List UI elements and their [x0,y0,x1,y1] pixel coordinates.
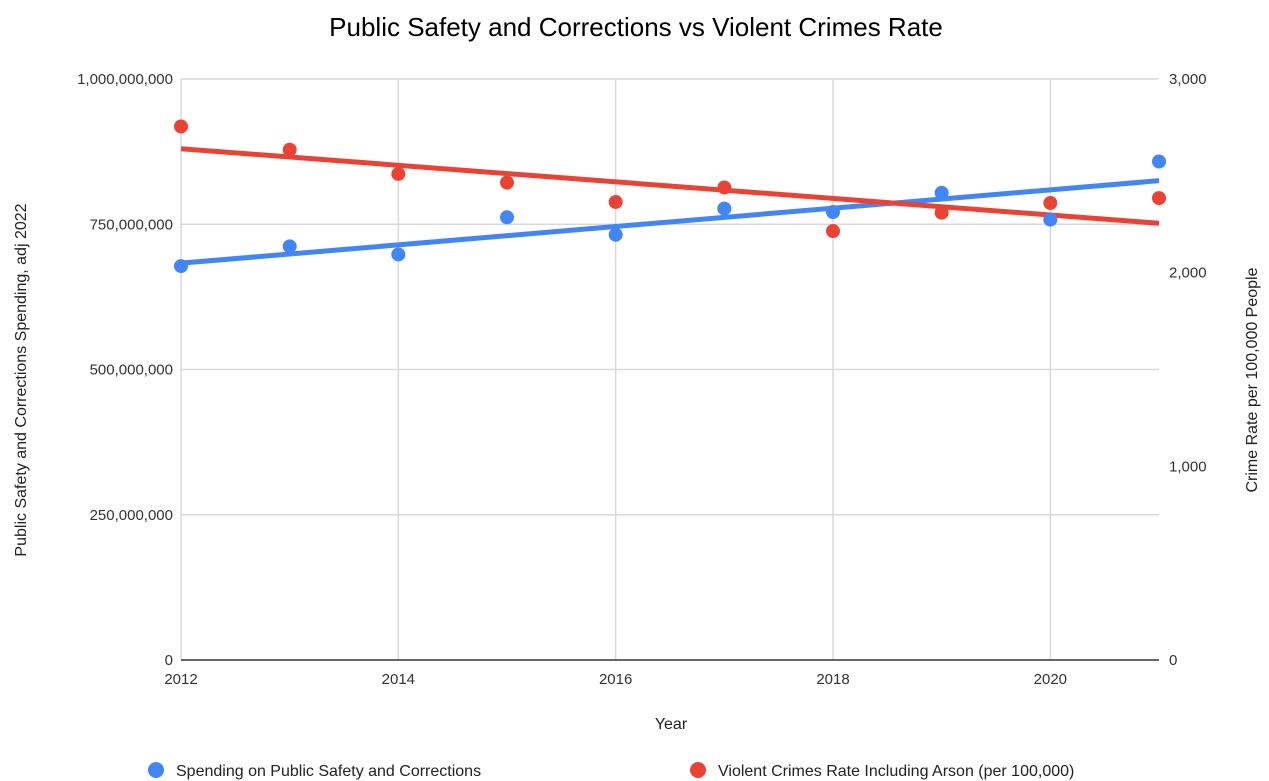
x-axis-label: Year [655,716,688,733]
crime-point [608,194,623,209]
left-tick-label: 750,000,000 [90,216,173,233]
spending-point [174,259,188,274]
legend-label-spending: Spending on Public Safety and Correction… [176,763,481,780]
x-tick-label: 2014 [382,671,415,688]
x-tick-label: 2018 [816,671,849,688]
spending-point [717,201,732,216]
legend-marker-spending [148,762,164,778]
crime-point [174,119,188,134]
left-axis-label: Public Safety and Corrections Spending, … [13,203,30,556]
x-tick-label: 2016 [599,671,632,688]
crime-point [826,224,840,239]
gridlines [180,78,1159,661]
x-axis-tick-labels: 2012 2014 2016 2018 2020 [164,671,1067,688]
crime-point [717,180,732,195]
trendlines [180,146,1160,266]
crime-trendline [180,146,1160,226]
spending-point [1152,154,1166,169]
data-points [174,119,1166,274]
chart-title: Public Safety and Corrections vs Violent… [329,12,943,42]
left-tick-label: 500,000,000 [90,362,173,379]
legend: Spending on Public Safety and Correction… [148,762,1074,780]
right-tick-label: 2,000 [1169,265,1207,282]
left-tick-label: 0 [165,652,173,669]
right-tick-label: 1,000 [1169,458,1207,475]
spending-point [500,210,514,225]
left-tick-label: 250,000,000 [90,507,173,524]
right-axis-tick-labels: 0 1,000 2,000 3,000 [1169,71,1207,669]
crime-point [1043,195,1058,210]
crime-point [391,166,406,181]
spending-point [1043,212,1058,227]
right-axis-label: Crime Rate per 100,000 People [1244,267,1261,492]
left-tick-label: 1,000,000,000 [77,71,173,88]
right-tick-label: 0 [1169,652,1177,669]
left-axis-tick-labels: 0 250,000,000 500,000,000 750,000,000 1,000,… [77,71,173,669]
right-tick-label: 3,000 [1169,71,1207,88]
spending-point [608,227,623,242]
spending-point [282,239,297,254]
x-tick-label: 2012 [164,671,197,688]
spending-point [391,247,406,262]
legend-marker-crime [690,762,706,778]
crime-point [500,175,514,190]
spending-point [934,185,949,200]
crime-point [1152,191,1166,206]
crime-point [934,205,949,220]
crime-point [282,142,297,157]
spending-point [826,205,840,220]
x-tick-label: 2020 [1034,671,1067,688]
spending-trendline [180,178,1160,266]
legend-label-crime: Violent Crimes Rate Including Arson (per… [718,763,1074,780]
